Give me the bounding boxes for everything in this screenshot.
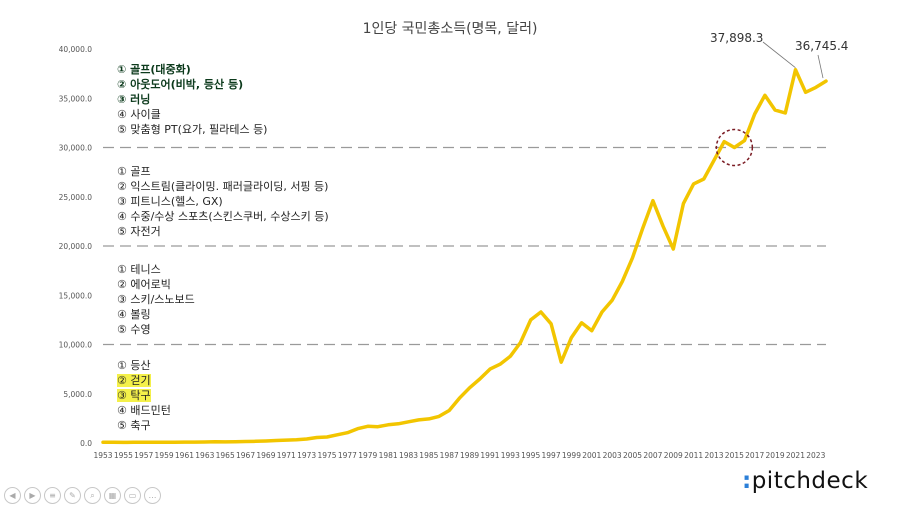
tier-list-4: ① 등산 ② 걷기 ③ 탁구 ④ 배드민턴 ⑤ 축구: [117, 358, 171, 433]
x-tick-label: 2021: [786, 451, 805, 460]
x-tick-label: 1997: [542, 451, 561, 460]
x-tick-label: 1977: [338, 451, 357, 460]
slideshow-toolbar: ◀ ▶ ≡ ✎ ⌕ ▦ ▭ …: [4, 487, 161, 504]
tier-item: ④ 볼링: [117, 308, 151, 321]
pitchdeck-logo: :pitchdeck: [742, 468, 868, 494]
tier-item: ③ 탁구: [117, 388, 171, 403]
x-tick-label: 1973: [297, 451, 316, 460]
x-tick-label: 1993: [501, 451, 520, 460]
x-tick-label: 1963: [195, 451, 214, 460]
tier-item: ① 등산: [117, 359, 151, 372]
x-tick-label: 1983: [399, 451, 418, 460]
highlight-circle: [715, 128, 754, 167]
logo-dot: :: [742, 468, 752, 494]
x-tick-label: 1953: [93, 451, 112, 460]
tier-list-3: ① 테니스 ② 에어로빅 ③ 스키/스노보드 ④ 볼링 ⑤ 수영: [117, 262, 195, 337]
y-tick-label: 0.0: [80, 439, 92, 448]
x-tick-label: 1981: [379, 451, 398, 460]
zoom-icon[interactable]: ⌕: [84, 487, 101, 504]
forward-icon[interactable]: ▶: [24, 487, 41, 504]
back-icon[interactable]: ◀: [4, 487, 21, 504]
x-tick-label: 1979: [358, 451, 377, 460]
x-tick-label: 2005: [623, 451, 642, 460]
y-tick-label: 10,000.0: [59, 341, 93, 350]
x-tick-label: 1987: [440, 451, 459, 460]
y-tick-label: 5,000.0: [63, 390, 92, 399]
tier-item: ④ 배드민턴: [117, 404, 171, 417]
x-tick-label: 2007: [643, 451, 662, 460]
tier-item: ③ 피트니스(헬스, GX): [117, 195, 223, 208]
video-icon[interactable]: ▭: [124, 487, 141, 504]
tier-item: ⑤ 수영: [117, 323, 151, 336]
tier-item: ① 골프: [117, 165, 151, 178]
x-tick-label: 1991: [480, 451, 499, 460]
tier-list-2: ① 골프 ② 익스트림(클라이밍. 패러글라이딩, 서핑 등) ③ 피트니스(헬…: [117, 164, 329, 239]
tier-item: ① 골프(대중화): [117, 63, 191, 76]
x-tick-label: 2003: [603, 451, 622, 460]
x-tick-label: 1971: [277, 451, 296, 460]
series-line: [101, 67, 828, 445]
tier-item: ② 걷기: [117, 373, 171, 388]
x-tick-label: 2015: [725, 451, 744, 460]
tier-item: ④ 사이클: [117, 108, 161, 121]
tier-item: ② 에어로빅: [117, 278, 171, 291]
x-tick-label: 2001: [582, 451, 601, 460]
peak-callout-label: 37,898.3: [710, 31, 764, 45]
grid-icon[interactable]: ▦: [104, 487, 121, 504]
x-tick-label: 1965: [216, 451, 235, 460]
y-tick-label: 30,000.0: [59, 144, 93, 153]
y-tick-label: 40,000.0: [59, 45, 93, 54]
x-tick-label: 2017: [745, 451, 764, 460]
x-tick-label: 2013: [704, 451, 723, 460]
x-tick-label: 2011: [684, 451, 703, 460]
x-tick-label: 2023: [806, 451, 825, 460]
tier-item: ⑤ 축구: [117, 419, 151, 432]
latest-callout-label: 36,745.4: [795, 39, 849, 53]
x-tick-label: 1959: [155, 451, 174, 460]
tier-item: ② 아웃도어(비박, 등산 등): [117, 78, 244, 91]
x-tick-label: 1989: [460, 451, 479, 460]
highlighted-text: ② 걷기: [117, 374, 151, 387]
x-tick-label: 1957: [134, 451, 153, 460]
peak-callout-leader: [762, 41, 796, 69]
tier-item: ⑤ 자전거: [117, 225, 161, 238]
tier-item: ① 테니스: [117, 263, 161, 276]
latest-callout-leader: [817, 54, 824, 79]
x-tick-label: 2009: [664, 451, 683, 460]
tier-item: ④ 수중/수상 스포츠(스킨스쿠버, 수상스키 등): [117, 210, 329, 223]
y-tick-label: 25,000.0: [59, 193, 93, 202]
x-tick-label: 1961: [175, 451, 194, 460]
highlighted-text: ③ 탁구: [117, 389, 151, 402]
more-icon[interactable]: …: [144, 487, 161, 504]
x-tick-label: 1999: [562, 451, 581, 460]
tier-item: ⑤ 맞춤형 PT(요가, 필라테스 등): [117, 123, 268, 136]
menu-icon[interactable]: ≡: [44, 487, 61, 504]
x-tick-label: 2019: [766, 451, 785, 460]
tier-item: ③ 스키/스노보드: [117, 293, 195, 306]
x-tick-label: 1985: [419, 451, 438, 460]
y-tick-label: 15,000.0: [59, 291, 93, 300]
y-tick-label: 20,000.0: [59, 242, 93, 251]
x-tick-label: 1967: [236, 451, 255, 460]
x-tick-label: 1995: [521, 451, 540, 460]
chart-title: 1인당 국민총소득(명목, 달러): [362, 21, 538, 37]
tier-item: ③ 러닝: [117, 93, 151, 106]
x-tick-label: 1955: [114, 451, 133, 460]
x-tick-label: 1969: [256, 451, 275, 460]
pen-icon[interactable]: ✎: [64, 487, 81, 504]
tier-list-1: ① 골프(대중화) ② 아웃도어(비박, 등산 등) ③ 러닝 ④ 사이클 ⑤ …: [117, 62, 267, 137]
x-tick-label: 1975: [317, 451, 336, 460]
logo-text: pitchdeck: [751, 468, 869, 494]
y-tick-label: 35,000.0: [59, 94, 93, 103]
tier-item: ② 익스트림(클라이밍. 패러글라이딩, 서핑 등): [117, 180, 329, 193]
